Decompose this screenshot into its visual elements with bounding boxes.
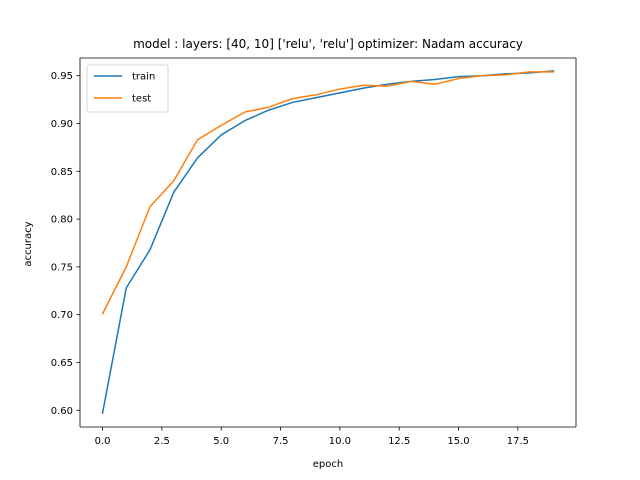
x-tick-label: 15.0 <box>447 436 469 447</box>
x-axis-label: epoch <box>313 459 343 470</box>
y-axis-ticks: 0.60 0.65 0.70 0.75 0.80 0.85 0.90 0.95 <box>51 71 80 417</box>
y-tick-label: 0.70 <box>51 310 73 321</box>
x-tick-label: 10.0 <box>329 436 351 447</box>
y-tick-label: 0.60 <box>51 406 73 417</box>
y-tick-label: 0.65 <box>51 358 73 369</box>
y-tick-label: 0.90 <box>51 119 73 130</box>
x-tick-label: 17.5 <box>507 436 529 447</box>
legend-box <box>86 64 169 113</box>
x-tick-label: 2.5 <box>154 436 170 447</box>
y-tick-label: 0.80 <box>51 215 73 226</box>
x-tick-label: 12.5 <box>388 436 410 447</box>
x-tick-label: 0.0 <box>95 436 111 447</box>
x-tick-label: 5.0 <box>213 436 229 447</box>
series-line-test <box>101 71 555 315</box>
legend-label-train: train <box>132 72 155 83</box>
axes-frame <box>79 57 577 428</box>
x-tick-label: 7.5 <box>273 436 289 447</box>
y-tick-label: 0.85 <box>51 167 73 178</box>
chart-title: model : layers: [40, 10] ['relu', 'relu'… <box>133 37 523 51</box>
series-group <box>101 70 555 415</box>
x-axis-ticks: 0.0 2.5 5.0 7.5 10.0 12.5 15.0 17.5 <box>95 427 529 447</box>
y-tick-label: 0.95 <box>51 71 73 82</box>
legend: train test <box>86 64 169 113</box>
legend-label-test: test <box>132 94 151 105</box>
y-axis-label: accuracy <box>23 221 34 266</box>
y-tick-label: 0.75 <box>51 262 73 273</box>
